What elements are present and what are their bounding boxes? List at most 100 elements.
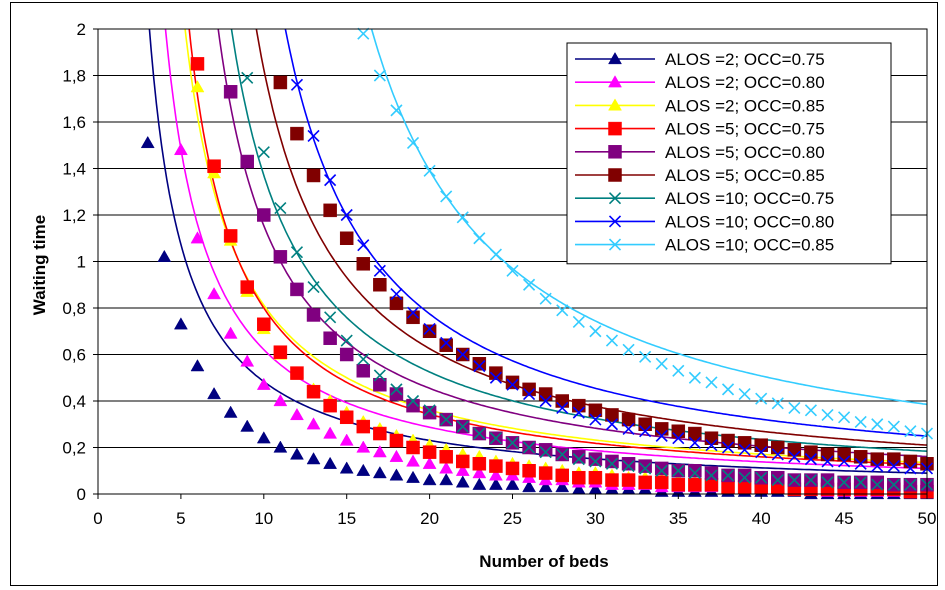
data-point [389, 296, 404, 311]
data-point [506, 378, 519, 391]
data-point [323, 456, 338, 469]
data-point [241, 71, 254, 84]
data-point [572, 406, 585, 419]
chart: 00,20,40,60,811,21,41,61,820 5 10 15 20 25 30 3… [30, 20, 936, 571]
data-point [306, 308, 321, 322]
data-point [556, 304, 569, 317]
data-point [870, 452, 885, 466]
x-marker-stroke [556, 304, 569, 317]
data-point [672, 432, 685, 445]
data-point [721, 480, 735, 494]
x-marker-stroke [655, 357, 668, 370]
x-marker-stroke [523, 387, 536, 401]
data-point [240, 354, 255, 367]
data-point [622, 343, 635, 356]
data-point [638, 417, 652, 431]
data-point [440, 336, 453, 349]
data-point [887, 478, 900, 491]
data-point [721, 383, 735, 396]
data-point [472, 357, 487, 371]
data-point [522, 480, 537, 493]
data-point [538, 466, 553, 480]
x-marker-stroke [672, 364, 685, 377]
x-marker-stroke [838, 455, 851, 468]
data-point [356, 257, 371, 271]
x-marker-stroke [672, 432, 685, 445]
data-point [406, 440, 420, 455]
data-point [190, 80, 205, 93]
x-marker-stroke [622, 422, 635, 435]
legend-marker [608, 192, 622, 205]
x-marker-stroke [871, 418, 884, 431]
x-marker-stroke [373, 69, 386, 82]
data-point [572, 450, 586, 464]
x-marker-stroke [854, 415, 867, 428]
data-point [721, 469, 735, 482]
series-line [188, 29, 927, 466]
data-point [838, 411, 851, 424]
x-marker-stroke [307, 281, 320, 294]
data-point [273, 440, 288, 453]
data-point [290, 447, 304, 460]
x-marker-stroke [440, 190, 453, 203]
data-point [771, 397, 784, 410]
data-point [306, 452, 321, 465]
data-point [621, 457, 636, 471]
data-point [671, 424, 686, 438]
x-marker-stroke [854, 476, 867, 489]
data-point [523, 278, 536, 291]
x-marker-stroke [887, 460, 900, 473]
data-point [771, 473, 784, 487]
x-marker-stroke [572, 315, 585, 329]
data-point [655, 357, 668, 370]
data-point [339, 433, 354, 446]
data-point [738, 471, 751, 484]
data-point [655, 429, 668, 442]
data-point [787, 443, 802, 457]
x-marker-stroke [721, 441, 735, 454]
data-point [588, 470, 603, 485]
x-tick-label: 15 [337, 509, 356, 528]
x-marker-stroke [307, 129, 320, 143]
data-point [406, 394, 420, 408]
data-point [523, 387, 536, 401]
data-point [505, 375, 520, 390]
data-point [904, 425, 917, 438]
x-marker-stroke [241, 71, 254, 84]
data-point [339, 231, 354, 245]
data-point [638, 459, 652, 473]
data-point [489, 371, 502, 384]
data-point [820, 473, 835, 487]
data-point [804, 453, 818, 466]
x-marker-stroke [605, 334, 619, 347]
data-point [422, 456, 437, 469]
data-point [903, 454, 918, 469]
data-point [704, 466, 719, 480]
y-tick-label: 1,4 [62, 160, 86, 179]
y-tick-label: 2 [77, 20, 86, 39]
x-marker-stroke [721, 469, 735, 482]
y-axis-label: Waiting time [30, 215, 49, 315]
data-point [273, 345, 288, 359]
data-point [505, 461, 520, 476]
data-point [622, 422, 635, 435]
x-marker-stroke [771, 473, 784, 487]
data-point [854, 476, 867, 489]
legend-marker [608, 121, 622, 136]
data-point [439, 473, 454, 486]
x-marker-stroke [523, 441, 536, 454]
x-marker-stroke [705, 469, 718, 482]
data-point [406, 306, 420, 319]
data-point [323, 426, 338, 439]
data-point [837, 447, 851, 462]
data-point [373, 426, 387, 441]
x-marker-stroke [556, 448, 569, 461]
x-axis-label: Number of beds [479, 552, 608, 571]
x-marker-stroke [788, 473, 801, 487]
x-marker-stroke [489, 371, 502, 384]
legend-label: ALOS =5; OCC=0.80 [665, 143, 825, 162]
data-point [356, 419, 371, 434]
data-point [688, 477, 702, 492]
axes: 00,20,40,60,811,21,41,61,820 5 10 15 20 25 30 3… [62, 20, 936, 528]
data-point [240, 280, 254, 294]
